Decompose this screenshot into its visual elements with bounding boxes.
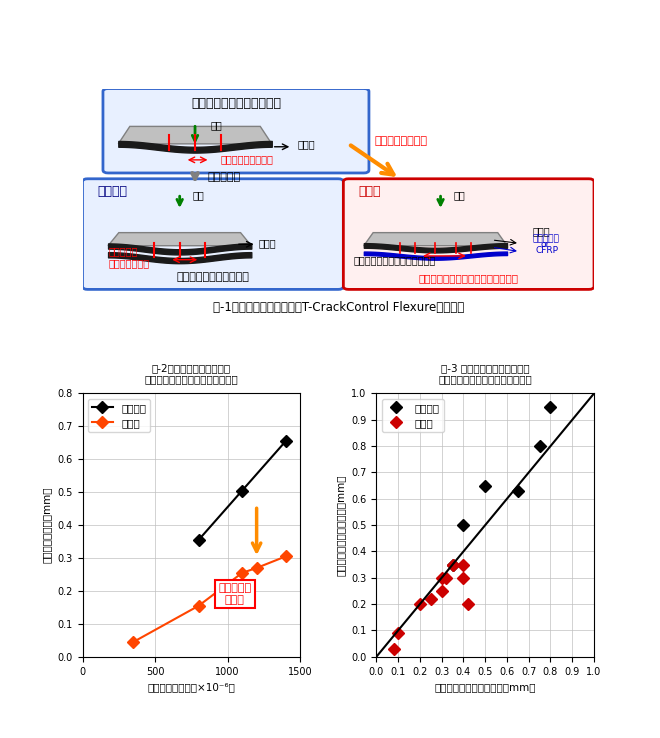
Text: 従来工法: 従来工法 <box>98 184 128 198</box>
Text: 荷重: 荷重 <box>193 190 204 200</box>
Line: 本工法: 本工法 <box>389 560 472 653</box>
Text: 荷重: 荷重 <box>453 190 465 200</box>
本工法 <box>195 601 203 610</box>
対策なし <box>514 486 522 495</box>
Text: 本工法による対策: 本工法による対策 <box>374 136 427 146</box>
Legend: 対策なし, 本工法: 対策なし, 本工法 <box>381 399 444 432</box>
本工法 <box>129 638 137 646</box>
本工法 <box>442 573 450 582</box>
対策なし <box>546 402 554 411</box>
X-axis label: 最大ひび割れ幅の予測値（mm）: 最大ひび割れ幅の予測値（mm） <box>434 682 536 692</box>
本工法 <box>464 600 472 609</box>
Legend: 対策なし, 本工法: 対策なし, 本工法 <box>88 399 150 432</box>
本工法 <box>459 573 467 582</box>
本工法 <box>238 568 246 577</box>
対策なし <box>195 536 203 545</box>
本工法 <box>427 594 435 603</box>
Y-axis label: 最大ひび割れ幅の実験値（mm）: 最大ひび割れ幅の実験値（mm） <box>336 475 346 576</box>
Text: 本工法: 本工法 <box>359 184 381 198</box>
本工法 <box>282 552 290 561</box>
Text: ステンレス: ステンレス <box>533 235 560 244</box>
Line: 対策なし: 対策なし <box>448 402 554 569</box>
X-axis label: 平均鉄筋ひずみ（×10⁻⁶）: 平均鉄筋ひずみ（×10⁻⁶） <box>147 682 235 692</box>
Text: 主鉄筋量を増加して対策: 主鉄筋量を増加して対策 <box>176 272 249 282</box>
対策なし <box>238 486 246 495</box>
Text: 図-1　従来工法と本工法「T-CrackControl Flexure」の比較: 図-1 従来工法と本工法「T-CrackControl Flexure」の比較 <box>213 301 464 314</box>
Text: 従来の対策: 従来の対策 <box>208 172 241 182</box>
Text: ひび割れ幅
を半減: ひび割れ幅 を半減 <box>218 584 251 605</box>
本工法 <box>438 587 446 596</box>
Text: ひび割れ幅
（許容値以下）: ひび割れ幅 （許容値以下） <box>108 246 149 268</box>
Text: 主鉄筋: 主鉄筋 <box>297 139 315 149</box>
Line: 本工法: 本工法 <box>129 552 290 646</box>
Text: ひび割れ幅（従来以下）・分散: ひび割れ幅（従来以下）・分散 <box>354 255 436 265</box>
Text: 従来工法より主鉄筋量を大幅に低減: 従来工法より主鉄筋量を大幅に低減 <box>418 273 519 283</box>
Polygon shape <box>108 232 251 246</box>
対策なし <box>459 521 467 530</box>
Text: 主鉄筋: 主鉄筋 <box>533 226 550 236</box>
本工法 <box>459 560 467 569</box>
本工法 <box>416 600 424 609</box>
対策なし <box>536 442 544 451</box>
Text: ひび割れ幅（過大）: ひび割れ幅（過大） <box>220 154 273 164</box>
FancyBboxPatch shape <box>103 89 369 173</box>
Text: 荷重: 荷重 <box>211 120 222 130</box>
Polygon shape <box>364 232 507 246</box>
Title: 図-3 ひび割れ幅予測式の精度
（ステンレス鉄筋を用いた場合）: 図-3 ひび割れ幅予測式の精度 （ステンレス鉄筋を用いた場合） <box>438 363 532 384</box>
Y-axis label: 最大ひび割れ幅（mm）: 最大ひび割れ幅（mm） <box>42 487 52 563</box>
本工法 <box>390 644 398 653</box>
Polygon shape <box>118 126 272 144</box>
本工法 <box>253 564 261 573</box>
本工法 <box>394 629 402 638</box>
Text: CFRP: CFRP <box>535 246 558 255</box>
対策なし <box>282 437 290 446</box>
Text: or: or <box>541 240 550 249</box>
本工法 <box>438 573 446 582</box>
本工法 <box>449 560 457 569</box>
FancyBboxPatch shape <box>343 179 594 289</box>
対策なし <box>481 481 489 490</box>
FancyBboxPatch shape <box>82 179 343 289</box>
Text: 主鉄筋: 主鉄筋 <box>259 238 277 248</box>
Title: 図-2　ひび割れ幅低減効果
（ステンレス鉄筋を用いた場合）: 図-2 ひび割れ幅低減効果 （ステンレス鉄筋を用いた場合） <box>145 363 238 384</box>
Line: 対策なし: 対策なし <box>195 437 290 544</box>
対策なし <box>449 560 457 569</box>
Text: 曲げひび割れが許容値以上: 曲げひび割れが許容値以上 <box>191 97 281 110</box>
